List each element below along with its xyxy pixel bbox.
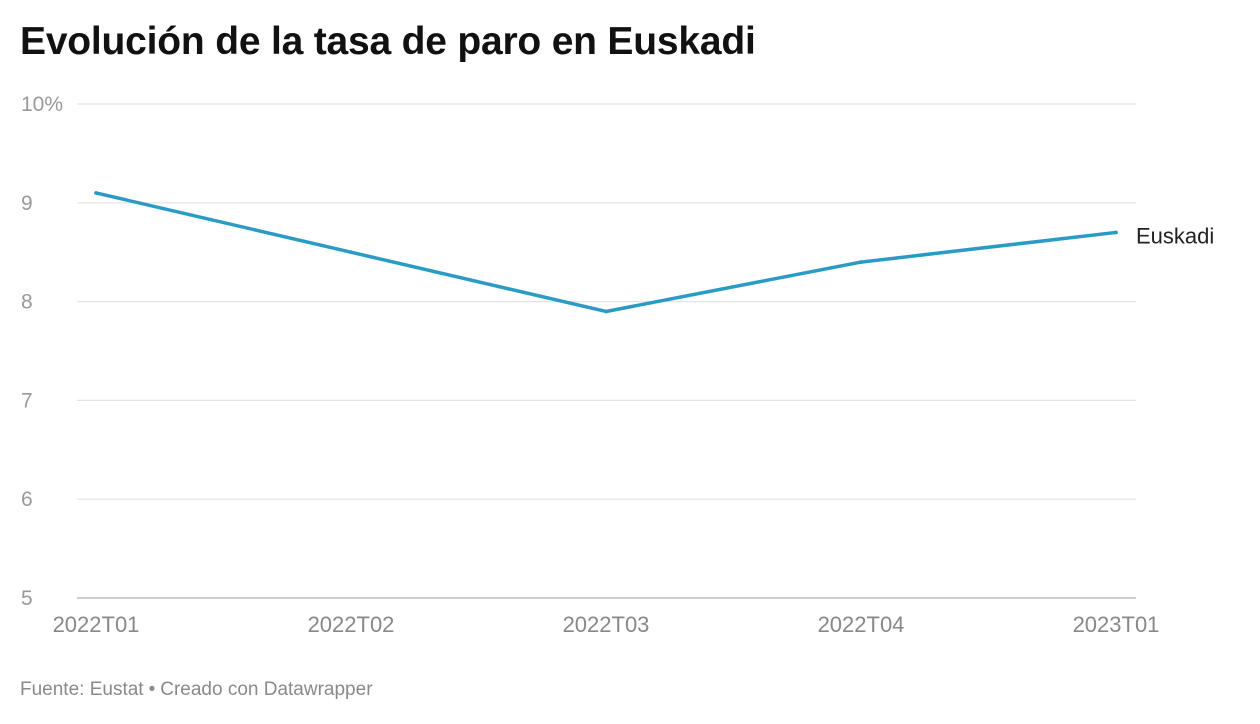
data-point — [1114, 230, 1118, 235]
y-tick-label: 7 — [21, 389, 33, 412]
y-tick-label: 6 — [21, 488, 33, 511]
data-point — [604, 309, 608, 314]
series-layer: Euskadi — [94, 191, 1214, 314]
chart-title: Evolución de la tasa de paro en Euskadi — [20, 20, 756, 63]
x-tick-label: 2022T04 — [818, 612, 905, 637]
x-tick-label: 2022T01 — [53, 612, 140, 637]
credit-note: Creado con Datawrapper — [160, 679, 373, 700]
y-tick-label: 5 — [21, 587, 33, 610]
series-end-label: Euskadi — [1136, 223, 1214, 248]
data-point — [94, 191, 98, 195]
y-axis-ticks: 5 6 7 8 9 10% — [21, 93, 63, 610]
source-note: Fuente: Eustat — [20, 679, 144, 700]
gridlines — [77, 103, 1136, 599]
footer-separator: • — [148, 679, 156, 700]
x-tick-label: 2023T01 — [1073, 612, 1160, 637]
y-tick-label: 10% — [21, 93, 63, 116]
y-tick-label: 9 — [21, 192, 33, 215]
y-tick-label: 8 — [21, 291, 33, 314]
chart-footer: Fuente: Eustat • Creado con Datawrapper — [20, 679, 373, 701]
data-point — [859, 260, 863, 264]
x-axis-ticks: 2022T01 2022T02 2022T03 2022T04 2023T01 — [53, 612, 1160, 637]
series-line — [94, 191, 1118, 314]
x-tick-label: 2022T03 — [563, 612, 650, 637]
x-tick-label: 2022T02 — [308, 612, 395, 637]
data-point — [349, 250, 353, 254]
